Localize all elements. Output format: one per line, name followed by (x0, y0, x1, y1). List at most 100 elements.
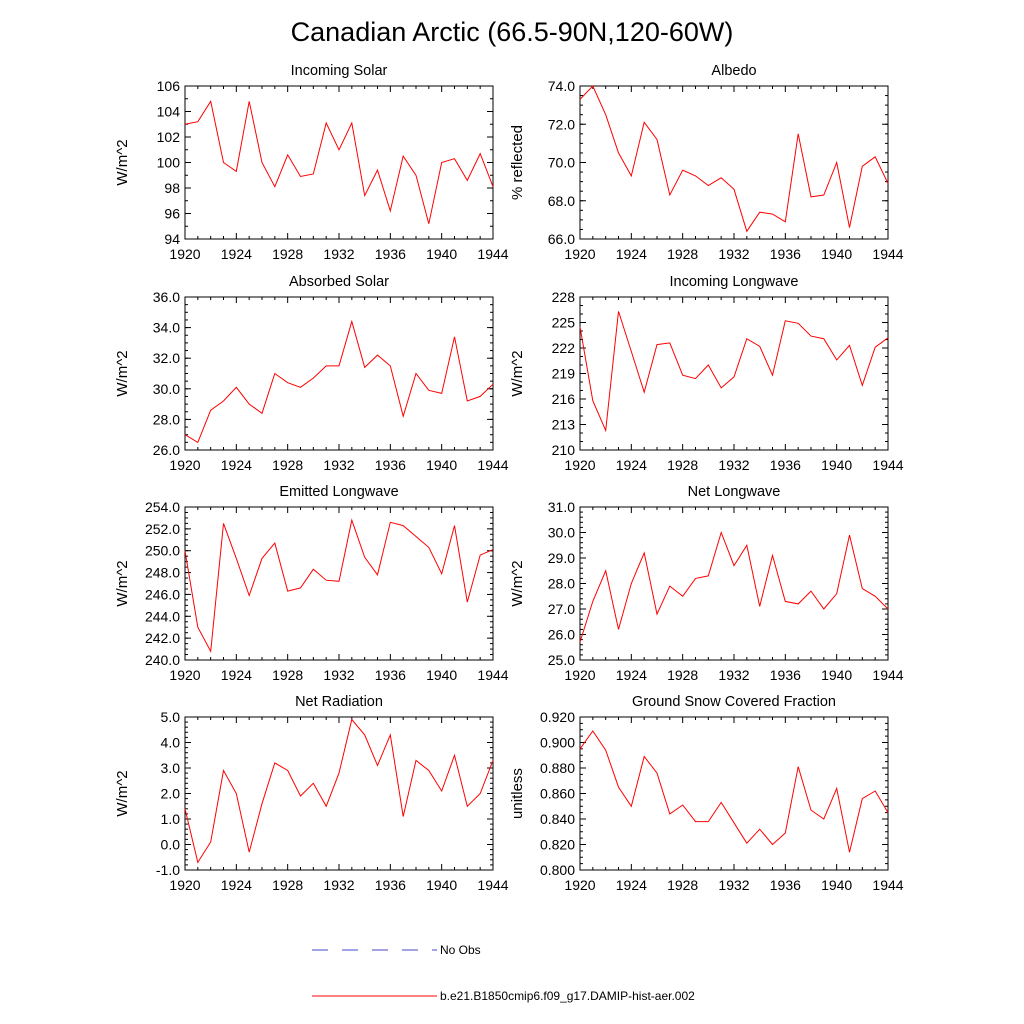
y-tick-label: 34.0 (153, 320, 180, 336)
y-tick-label: 70.0 (548, 155, 575, 171)
x-tick-label: 1936 (770, 457, 801, 473)
x-tick-label: 1932 (718, 246, 749, 262)
x-tick-label: 1920 (564, 246, 595, 262)
y-tick-label: 30.0 (548, 525, 575, 541)
y-axis-label: W/m^2 (114, 560, 131, 606)
series-line (184, 518, 494, 653)
x-tick-label: 1920 (169, 246, 200, 262)
panel-title: Incoming Longwave (670, 274, 799, 290)
y-axis-label: W/m^2 (114, 770, 131, 816)
y-tick-label: 246.0 (145, 586, 180, 602)
plot-frame (184, 296, 494, 451)
x-tick-label: 1928 (667, 457, 698, 473)
y-axis-label: W/m^2 (509, 350, 526, 396)
x-tick-label: 1920 (564, 877, 595, 893)
x-tick-label: 1944 (872, 457, 903, 473)
y-tick-label: 3.0 (161, 760, 181, 776)
y-tick-label: 106 (157, 78, 181, 94)
y-tick-label: 0.860 (540, 786, 575, 802)
y-axis-label: W/m^2 (114, 139, 131, 185)
x-tick-label: 1928 (272, 877, 303, 893)
x-tick-label: 1932 (718, 667, 749, 683)
y-axis-label: W/m^2 (114, 350, 131, 396)
y-tick-label: 254.0 (145, 499, 180, 515)
panel-3: Absorbed Solar 1920 1924 1928 1932 1936 1940 19… (114, 274, 509, 473)
x-tick-label: 1936 (375, 246, 406, 262)
x-tick-label: 1920 (169, 457, 200, 473)
y-tick-label: 4.0 (161, 735, 181, 751)
y-tick-label: 219 (552, 366, 576, 382)
y-tick-label: 74.0 (548, 78, 575, 94)
y-tick-label: 72.0 (548, 116, 575, 132)
x-tick-label: 1940 (426, 457, 457, 473)
y-tick-label: 66.0 (548, 231, 575, 247)
plot-frame (579, 506, 889, 661)
x-tick-label: 1924 (221, 246, 252, 262)
x-tick-label: 1940 (426, 246, 457, 262)
y-tick-label: 242.0 (145, 630, 180, 646)
y-tick-label: 248.0 (145, 565, 180, 581)
series-line (579, 530, 889, 643)
x-tick-label: 1940 (821, 667, 852, 683)
x-tick-label: 1928 (272, 457, 303, 473)
panel-2: Albedo 1920 1924 1928 1932 1936 1940 1944 66.0 68… (509, 63, 904, 262)
x-tick-label: 1944 (872, 877, 903, 893)
x-tick-label: 1928 (667, 877, 698, 893)
y-tick-label: 244.0 (145, 608, 180, 624)
x-tick-label: 1920 (169, 667, 200, 683)
y-tick-label: 2.0 (161, 786, 181, 802)
y-tick-label: 250.0 (145, 543, 180, 559)
panel-title: Emitted Longwave (279, 484, 398, 500)
y-tick-label: 252.0 (145, 521, 180, 537)
x-tick-label: 1936 (375, 877, 406, 893)
series-line (579, 730, 889, 853)
panel-title: Net Radiation (295, 694, 383, 710)
x-tick-label: 1924 (616, 667, 647, 683)
x-tick-label: 1940 (821, 877, 852, 893)
y-tick-label: 0.920 (540, 709, 575, 725)
panel-5: Emitted Longwave 1920 1924 1928 1932 1936 1940… (114, 484, 509, 683)
y-tick-label: 0.880 (540, 760, 575, 776)
panel-title: Incoming Solar (291, 63, 388, 79)
x-tick-label: 1936 (770, 877, 801, 893)
panel-title: Absorbed Solar (289, 274, 389, 290)
y-tick-label: -1.0 (156, 862, 180, 878)
x-tick-label: 1936 (770, 667, 801, 683)
y-tick-label: 26.0 (153, 442, 180, 458)
legend-label: No Obs (440, 943, 481, 957)
y-tick-label: 1.0 (161, 811, 181, 827)
plot-frame (579, 296, 889, 451)
x-tick-label: 1932 (718, 457, 749, 473)
y-tick-label: 32.0 (153, 350, 180, 366)
x-tick-label: 1936 (770, 246, 801, 262)
x-tick-label: 1936 (375, 457, 406, 473)
x-tick-label: 1924 (221, 457, 252, 473)
x-tick-label: 1940 (821, 246, 852, 262)
y-axis-label: W/m^2 (509, 560, 526, 606)
series-line (579, 311, 889, 433)
y-tick-label: 28.0 (153, 411, 180, 427)
y-tick-label: 96 (164, 206, 180, 222)
plot-frame (184, 716, 494, 871)
y-tick-label: 210 (552, 442, 576, 458)
series-line (184, 319, 494, 444)
y-tick-label: 0.800 (540, 862, 575, 878)
y-tick-label: 0.0 (161, 837, 181, 853)
x-tick-label: 1928 (272, 246, 303, 262)
y-tick-label: 0.820 (540, 837, 575, 853)
x-tick-label: 1924 (221, 877, 252, 893)
y-tick-label: 28.0 (548, 576, 575, 592)
x-tick-label: 1932 (323, 457, 354, 473)
panel-title: Net Longwave (688, 484, 781, 500)
legend: No Obs b.e21.B1850cmip6.f09_g17.DAMIP-his… (312, 943, 695, 1003)
x-tick-label: 1932 (718, 877, 749, 893)
x-tick-label: 1928 (667, 667, 698, 683)
y-tick-label: 213 (552, 417, 576, 433)
x-tick-label: 1944 (477, 877, 508, 893)
panel-6: Net Longwave 1920 1924 1928 1932 1936 1940 1944… (509, 484, 904, 683)
x-tick-label: 1944 (477, 457, 508, 473)
panel-title: Ground Snow Covered Fraction (632, 694, 836, 710)
y-tick-label: 104 (157, 104, 181, 120)
x-tick-label: 1920 (169, 877, 200, 893)
